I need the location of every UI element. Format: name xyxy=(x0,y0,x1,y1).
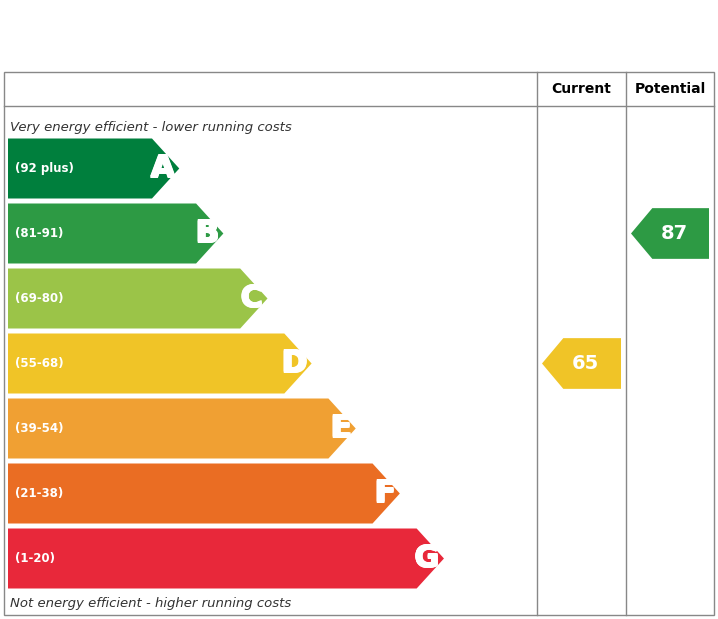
Polygon shape xyxy=(8,334,312,394)
Text: F: F xyxy=(375,479,396,508)
Text: D: D xyxy=(281,349,307,378)
Text: D: D xyxy=(282,348,307,377)
Text: C: C xyxy=(239,285,261,314)
Polygon shape xyxy=(8,139,180,199)
Text: A: A xyxy=(151,153,174,182)
Text: D: D xyxy=(281,348,306,377)
Text: D: D xyxy=(281,348,307,377)
Text: G: G xyxy=(414,543,439,572)
Text: B: B xyxy=(196,219,219,248)
Text: D: D xyxy=(281,350,306,379)
Text: F: F xyxy=(373,480,394,509)
Polygon shape xyxy=(8,204,223,264)
Text: B: B xyxy=(195,220,218,249)
Text: B: B xyxy=(195,219,218,248)
Text: C: C xyxy=(240,284,263,312)
Text: C: C xyxy=(240,285,263,314)
Text: Very energy efficient - lower running costs: Very energy efficient - lower running co… xyxy=(10,121,292,134)
Polygon shape xyxy=(542,338,621,389)
Text: D: D xyxy=(281,349,306,378)
Text: E: E xyxy=(329,415,350,444)
Text: F: F xyxy=(373,479,394,508)
Text: Not energy efficient - higher running costs: Not energy efficient - higher running co… xyxy=(10,597,292,610)
Text: 65: 65 xyxy=(572,354,599,373)
Text: F: F xyxy=(375,480,396,509)
Text: G: G xyxy=(413,543,438,572)
Text: B: B xyxy=(195,220,218,249)
Text: E: E xyxy=(331,414,352,443)
Polygon shape xyxy=(8,529,444,589)
Text: E: E xyxy=(331,413,352,442)
Text: E: E xyxy=(331,415,352,444)
Text: A: A xyxy=(150,155,174,184)
Text: A: A xyxy=(151,155,174,184)
Text: C: C xyxy=(241,284,264,313)
Polygon shape xyxy=(8,399,355,459)
Text: E: E xyxy=(330,414,350,443)
Text: A: A xyxy=(151,154,175,183)
Text: (81-91): (81-91) xyxy=(15,227,63,240)
Text: E: E xyxy=(330,413,350,442)
Text: G: G xyxy=(415,543,439,572)
Text: B: B xyxy=(195,219,218,247)
Text: D: D xyxy=(281,350,307,379)
Text: A: A xyxy=(151,154,174,183)
Text: B: B xyxy=(196,220,219,249)
Text: F: F xyxy=(375,478,396,507)
Text: C: C xyxy=(239,284,261,313)
Text: 87: 87 xyxy=(661,224,688,243)
Text: D: D xyxy=(282,350,307,379)
Text: (21-38): (21-38) xyxy=(15,487,63,500)
Text: Potential: Potential xyxy=(635,82,706,96)
Text: (92 plus): (92 plus) xyxy=(15,162,74,175)
Polygon shape xyxy=(8,464,400,524)
Text: C: C xyxy=(241,284,264,312)
Polygon shape xyxy=(631,208,709,259)
Text: C: C xyxy=(239,284,261,312)
Text: G: G xyxy=(414,544,439,573)
Text: F: F xyxy=(374,479,395,508)
Text: B: B xyxy=(196,219,219,247)
Text: A: A xyxy=(150,154,174,183)
Text: C: C xyxy=(240,284,263,313)
Text: F: F xyxy=(374,480,395,509)
Text: E: E xyxy=(329,414,350,443)
Text: G: G xyxy=(415,545,439,574)
Text: D: D xyxy=(282,349,307,378)
Text: (69-80): (69-80) xyxy=(15,292,63,305)
Text: (1-20): (1-20) xyxy=(15,552,55,565)
Text: (55-68): (55-68) xyxy=(15,357,64,370)
Text: C: C xyxy=(241,285,264,314)
Polygon shape xyxy=(8,269,268,329)
Text: Energy Efficiency Rating: Energy Efficiency Rating xyxy=(22,17,482,51)
Text: E: E xyxy=(329,413,350,442)
Text: Current: Current xyxy=(551,82,612,96)
Text: B: B xyxy=(195,219,218,248)
Text: A: A xyxy=(151,153,175,182)
Text: B: B xyxy=(195,219,218,247)
Text: F: F xyxy=(373,478,394,507)
Text: G: G xyxy=(413,544,438,573)
Text: A: A xyxy=(151,155,175,184)
Text: E: E xyxy=(330,415,350,444)
Text: G: G xyxy=(415,544,439,573)
Text: G: G xyxy=(413,545,438,574)
Text: G: G xyxy=(414,545,439,574)
Text: A: A xyxy=(150,153,174,182)
Text: F: F xyxy=(374,478,395,507)
Text: (39-54): (39-54) xyxy=(15,422,63,435)
